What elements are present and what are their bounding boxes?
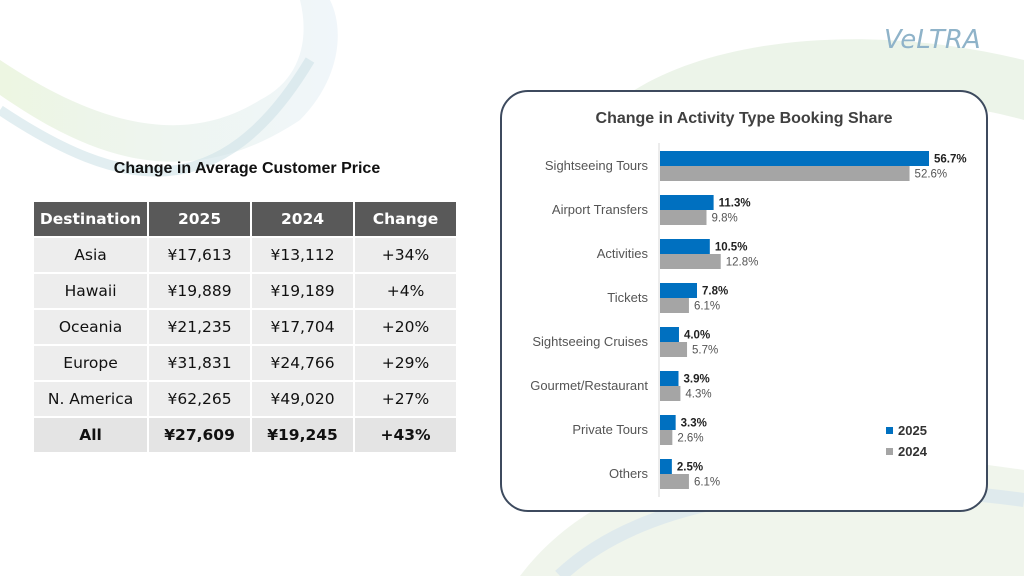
- legend-item-2024: 2024: [886, 441, 927, 462]
- data-label-2025: 3.9%: [684, 374, 710, 386]
- bar-2024: [660, 386, 681, 401]
- cell-change: +27%: [355, 382, 456, 416]
- data-label-2024: 6.1%: [694, 301, 720, 313]
- category-label: Tickets: [607, 290, 648, 305]
- category-label: Sightseeing Cruises: [532, 334, 648, 349]
- bar-2025: [660, 151, 929, 166]
- data-label-2024: 6.1%: [694, 477, 720, 489]
- bar-2024: [660, 298, 689, 313]
- cell-destination: All: [34, 418, 148, 452]
- data-label-2024: 9.8%: [711, 213, 737, 225]
- table-row: Europe ¥31,831 ¥24,766 +29%: [34, 346, 456, 380]
- legend-swatch-2025: [886, 427, 893, 434]
- cell-2025: ¥19,889: [149, 274, 251, 308]
- cell-2025: ¥62,265: [149, 382, 251, 416]
- header-2025: 2025: [149, 202, 251, 236]
- table-row: Hawaii ¥19,889 ¥19,189 +4%: [34, 274, 456, 308]
- cell-destination: Europe: [34, 346, 148, 380]
- data-label-2025: 2.5%: [677, 462, 703, 474]
- bar-2025: [660, 195, 714, 210]
- cell-2024: ¥19,245: [252, 418, 354, 452]
- category-label: Gourmet/Restaurant: [530, 378, 648, 393]
- category-label: Sightseeing Tours: [545, 158, 649, 173]
- data-label-2025: 7.8%: [702, 286, 728, 298]
- bar-2025: [660, 239, 710, 254]
- data-label-2025: 11.3%: [719, 198, 751, 210]
- booking-share-chart: Sightseeing Tours 56.7% 52.6% Airport Trans…: [530, 143, 967, 497]
- bar-2025: [660, 327, 679, 342]
- price-table-title: Change in Average Customer Price: [113, 160, 381, 177]
- category-label: Others: [609, 466, 649, 481]
- legend-label-2025: 2025: [898, 423, 927, 438]
- cell-2024: ¥17,704: [252, 310, 354, 344]
- data-label-2024: 2.6%: [677, 433, 703, 445]
- table-row: Oceania ¥21,235 ¥17,704 +20%: [34, 310, 456, 344]
- cell-2024: ¥13,112: [252, 238, 354, 272]
- bar-2025: [660, 415, 676, 430]
- header-change: Change: [355, 202, 456, 236]
- data-label-2024: 52.6%: [915, 169, 948, 181]
- cell-2025: ¥31,831: [149, 346, 251, 380]
- data-label-2025: 3.3%: [681, 418, 707, 430]
- cell-change: +20%: [355, 310, 456, 344]
- chart-legend: 2025 2024: [886, 420, 927, 462]
- data-label-2024: 4.3%: [685, 389, 711, 401]
- price-table: Destination 2025 2024 Change Asia ¥17,61…: [32, 200, 458, 454]
- cell-2024: ¥19,189: [252, 274, 354, 308]
- header-destination: Destination: [34, 202, 148, 236]
- cell-2025: ¥17,613: [149, 238, 251, 272]
- veltra-logo: VeLTRA: [884, 18, 994, 60]
- cell-change: +34%: [355, 238, 456, 272]
- legend-label-2024: 2024: [898, 444, 927, 459]
- cell-2024: ¥24,766: [252, 346, 354, 380]
- bar-2025: [660, 459, 672, 474]
- bar-2024: [660, 210, 707, 225]
- cell-2025: ¥21,235: [149, 310, 251, 344]
- data-label-2024: 12.8%: [726, 257, 759, 269]
- legend-swatch-2024: [886, 448, 893, 455]
- cell-change: +43%: [355, 418, 456, 452]
- bar-2024: [660, 166, 910, 181]
- data-label-2025: 10.5%: [715, 242, 748, 254]
- data-label-2025: 4.0%: [684, 330, 710, 342]
- bar-2025: [660, 283, 698, 298]
- data-label-2025: 56.7%: [934, 154, 967, 166]
- cell-change: +29%: [355, 346, 456, 380]
- chart-title: Change in Activity Type Booking Share: [595, 110, 893, 127]
- bar-2025: [660, 371, 679, 386]
- table-row: N. America ¥62,265 ¥49,020 +27%: [34, 382, 456, 416]
- bar-2024: [660, 254, 721, 269]
- bar-2024: [660, 474, 689, 489]
- cell-destination: Oceania: [34, 310, 148, 344]
- header-2024: 2024: [252, 202, 354, 236]
- bar-2024: [660, 342, 688, 357]
- category-label: Airport Transfers: [552, 202, 649, 217]
- booking-share-panel: Change in Activity Type Booking Share Si…: [500, 90, 988, 512]
- category-label: Activities: [597, 246, 649, 261]
- cell-destination: Asia: [34, 238, 148, 272]
- cell-destination: N. America: [34, 382, 148, 416]
- cell-change: +4%: [355, 274, 456, 308]
- table-header-row: Destination 2025 2024 Change: [34, 202, 456, 236]
- cell-destination: Hawaii: [34, 274, 148, 308]
- table-row: Asia ¥17,613 ¥13,112 +34%: [34, 238, 456, 272]
- cell-2024: ¥49,020: [252, 382, 354, 416]
- legend-item-2025: 2025: [886, 420, 927, 441]
- veltra-logo-mark: VeLTRA: [884, 25, 981, 55]
- data-label-2024: 5.7%: [692, 345, 718, 357]
- category-label: Private Tours: [572, 422, 648, 437]
- table-row-total: All ¥27,609 ¥19,245 +43%: [34, 418, 456, 452]
- svg-text:VeLTRA: VeLTRA: [884, 25, 981, 55]
- cell-2025: ¥27,609: [149, 418, 251, 452]
- bar-2024: [660, 430, 673, 445]
